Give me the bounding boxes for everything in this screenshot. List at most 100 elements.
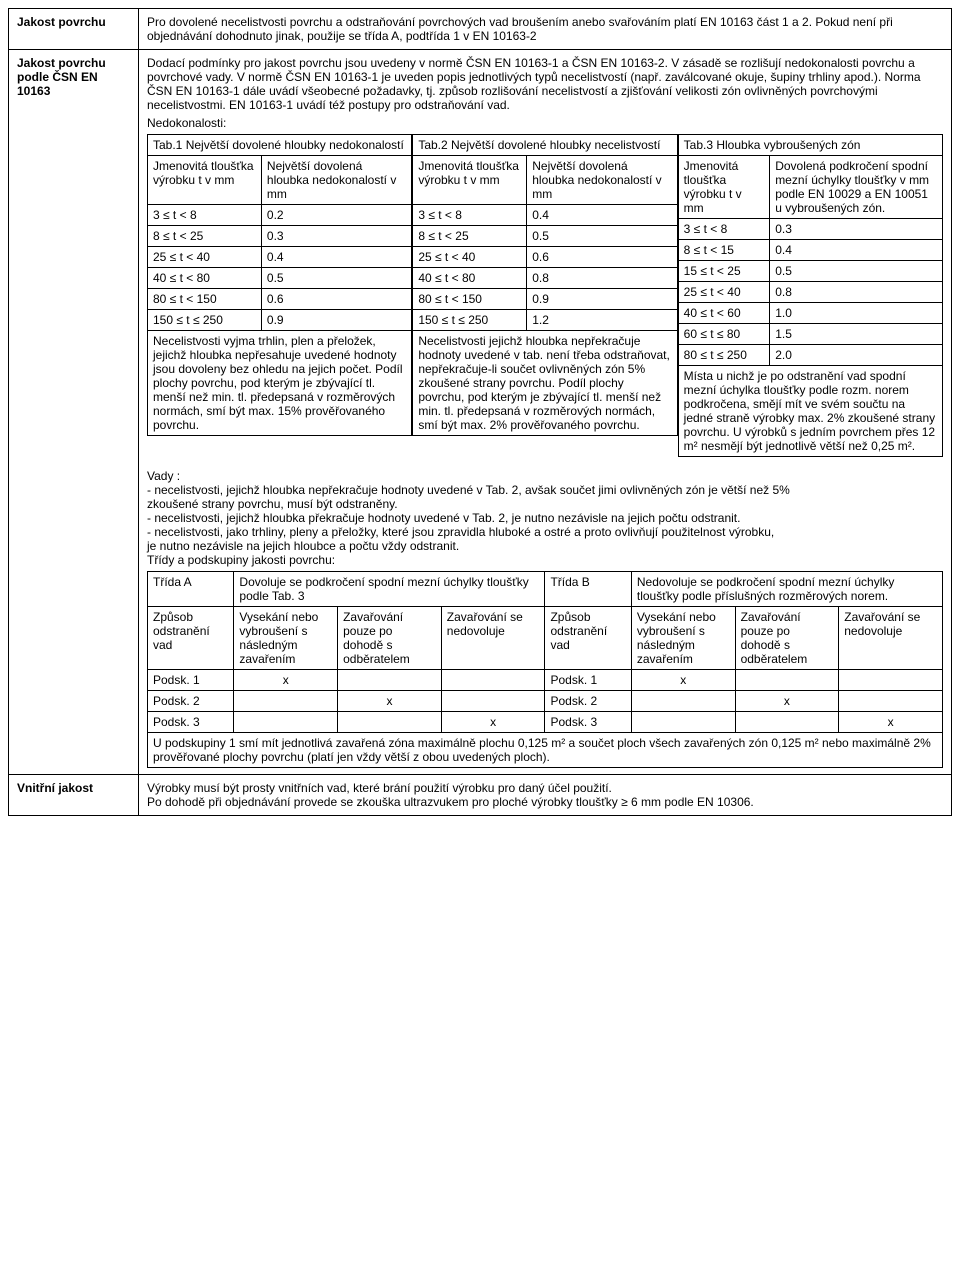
- ct-tridaB: Třída B: [545, 572, 631, 607]
- ct-b-p3x: x: [839, 712, 943, 733]
- tab2-table: Tab.2 Největší dovolené hloubky necelist…: [412, 134, 677, 436]
- tab2-r3c1: 0.8: [527, 268, 677, 289]
- nedokonalosti-label: Nedokonalosti:: [147, 116, 943, 130]
- vady-l4: je nutno nezávisle na jejich hloubce a p…: [147, 539, 943, 553]
- tab3-h2: Dovolená podkročení spodní mezní úchylky…: [770, 156, 943, 219]
- tab3-r5c1: 1.5: [770, 324, 943, 345]
- row2-label: Jakost povrchu podle ČSN EN 10163: [9, 50, 139, 775]
- row3-content: Výrobky musí být prosty vnitřních vad, k…: [139, 775, 952, 816]
- ct-b-c3: Zavařování se nedovoluje: [839, 607, 943, 670]
- ct-a-p1x: x: [234, 670, 338, 691]
- ct-a-p2x: x: [338, 691, 442, 712]
- ct-cell-empty: [441, 670, 545, 691]
- tab2-r4c0: 80 ≤ t < 150: [413, 289, 527, 310]
- three-tabs-container: Tab.1 Největší dovolené hloubky nedokona…: [147, 134, 943, 457]
- tab1-r3c0: 40 ≤ t < 80: [148, 268, 262, 289]
- row1-label: Jakost povrchu: [9, 9, 139, 50]
- tab3-r0c1: 0.3: [770, 219, 943, 240]
- ct-cell-empty: [839, 691, 943, 712]
- tab3-r6c0: 80 ≤ t ≤ 250: [678, 345, 770, 366]
- ct-b-p3: Podsk. 3: [545, 712, 631, 733]
- ct-a-p2: Podsk. 2: [148, 691, 234, 712]
- ct-tridaA: Třída A: [148, 572, 234, 607]
- tab1-r1c0: 8 ≤ t < 25: [148, 226, 262, 247]
- ct-b-c1: Vysekání nebo vybroušení s následným zav…: [631, 607, 735, 670]
- tab1-r0c0: 3 ≤ t < 8: [148, 205, 262, 226]
- vady-l2: - necelistvosti, jejichž hloubka překrač…: [147, 511, 943, 525]
- tab1-h2: Největší dovolená hloubka nedokonalostí …: [261, 156, 411, 205]
- ct-b-p2x: x: [735, 691, 839, 712]
- ct-zpusobA: Způsob odstranění vad: [148, 607, 234, 670]
- vady-l1: zkoušené strany povrchu, musí být odstra…: [147, 497, 943, 511]
- vady-title: Vady :: [147, 469, 943, 483]
- vady-l0: - necelistvosti, jejichž hloubka nepřekr…: [147, 483, 943, 497]
- tab1-r0c1: 0.2: [261, 205, 411, 226]
- tab1-title: Tab.1 Největší dovolené hloubky nedokona…: [148, 135, 412, 156]
- tab1-r4c1: 0.6: [261, 289, 411, 310]
- tab2-foot: Necelistvosti jejichž hloubka nepřekraču…: [413, 331, 677, 436]
- tab1-wrapper: Tab.1 Největší dovolené hloubky nedokona…: [147, 134, 412, 457]
- ct-b-p1: Podsk. 1: [545, 670, 631, 691]
- tab2-r4c1: 0.9: [527, 289, 677, 310]
- tab2-r2c1: 0.6: [527, 247, 677, 268]
- tab2-r3c0: 40 ≤ t < 80: [413, 268, 527, 289]
- ct-cell-empty: [631, 691, 735, 712]
- tab1-r3c1: 0.5: [261, 268, 411, 289]
- tab3-r3c1: 0.8: [770, 282, 943, 303]
- tab1-h1: Jmenovitá tloušťka výrobku t v mm: [148, 156, 262, 205]
- tab1-r4c0: 80 ≤ t < 150: [148, 289, 262, 310]
- tab3-r1c1: 0.4: [770, 240, 943, 261]
- ct-b-p1x: x: [631, 670, 735, 691]
- tab3-r3c0: 25 ≤ t < 40: [678, 282, 770, 303]
- tab2-h1: Jmenovitá tloušťka výrobku t v mm: [413, 156, 527, 205]
- tab3-r1c0: 8 ≤ t < 15: [678, 240, 770, 261]
- tab3-wrapper: Tab.3 Hloubka vybroušených zón Jmenovitá…: [678, 134, 943, 457]
- ct-cell-empty: [234, 691, 338, 712]
- ct-tridaB-text: Nedovoluje se podkročení spodní mezní úc…: [631, 572, 942, 607]
- ct-a-c3: Zavařování se nedovoluje: [441, 607, 545, 670]
- tab1-r5c0: 150 ≤ t ≤ 250: [148, 310, 262, 331]
- tab2-h2: Největší dovolená hloubka nedokonalostí …: [527, 156, 677, 205]
- tab3-r0c0: 3 ≤ t < 8: [678, 219, 770, 240]
- ct-cell-empty: [631, 712, 735, 733]
- ct-a-p3: Podsk. 3: [148, 712, 234, 733]
- ct-cell-empty: [839, 670, 943, 691]
- tab2-wrapper: Tab.2 Největší dovolené hloubky necelist…: [412, 134, 677, 457]
- tab2-r5c1: 1.2: [527, 310, 677, 331]
- tab1-r5c1: 0.9: [261, 310, 411, 331]
- ct-cell-empty: [338, 712, 442, 733]
- tab3-r4c0: 40 ≤ t < 60: [678, 303, 770, 324]
- ct-a-c2: Zavařování pouze po dohodě s odběratelem: [338, 607, 442, 670]
- ct-tridaA-text: Dovoluje se podkročení spodní mezní úchy…: [234, 572, 545, 607]
- ct-cell-empty: [735, 712, 839, 733]
- ct-a-p1: Podsk. 1: [148, 670, 234, 691]
- tab2-r2c0: 25 ≤ t < 40: [413, 247, 527, 268]
- tab3-r5c0: 60 ≤ t ≤ 80: [678, 324, 770, 345]
- tab3-title: Tab.3 Hloubka vybroušených zón: [678, 135, 942, 156]
- tab3-table: Tab.3 Hloubka vybroušených zón Jmenovitá…: [678, 134, 943, 457]
- ct-b-p2: Podsk. 2: [545, 691, 631, 712]
- tab3-r2c1: 0.5: [770, 261, 943, 282]
- tab3-foot: Místa u nichž je po odstranění vad spodn…: [678, 366, 942, 457]
- tab2-r1c0: 8 ≤ t < 25: [413, 226, 527, 247]
- ct-cell-empty: [735, 670, 839, 691]
- tab1-r1c1: 0.3: [261, 226, 411, 247]
- ct-cell-empty: [234, 712, 338, 733]
- tab3-r6c1: 2.0: [770, 345, 943, 366]
- row2-intro: Dodací podmínky pro jakost povrchu jsou …: [147, 56, 943, 112]
- vady-l3: - necelistvosti, jako trhliny, pleny a p…: [147, 525, 943, 539]
- ct-foot: U podskupiny 1 smí mít jednotlivá zavaře…: [148, 733, 943, 768]
- row3-label: Vnitřní jakost: [9, 775, 139, 816]
- tab3-r4c1: 1.0: [770, 303, 943, 324]
- tab3-h1: Jmenovitá tloušťka výrobku t v mm: [678, 156, 770, 219]
- tab2-title: Tab.2 Největší dovolené hloubky necelist…: [413, 135, 677, 156]
- tab1-r2c0: 25 ≤ t < 40: [148, 247, 262, 268]
- tab1-foot: Necelistvosti vyjma trhlin, plen a přelo…: [148, 331, 412, 436]
- ct-a-c1: Vysekání nebo vybroušení s následným zav…: [234, 607, 338, 670]
- class-table: Třída A Dovoluje se podkročení spodní me…: [147, 571, 943, 768]
- tab2-r0c0: 3 ≤ t < 8: [413, 205, 527, 226]
- class-title: Třídy a podskupiny jakosti povrchu:: [147, 553, 943, 567]
- ct-zpusobB: Způsob odstranění vad: [545, 607, 631, 670]
- tab2-r1c1: 0.5: [527, 226, 677, 247]
- row3-text2: Po dohodě při objednávání provede se zko…: [147, 795, 943, 809]
